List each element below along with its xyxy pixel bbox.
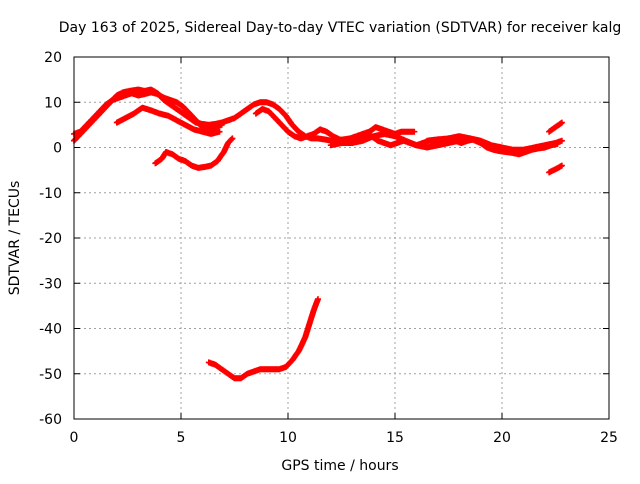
y-tick-label: -30: [39, 276, 62, 292]
x-tick-label: 15: [386, 430, 404, 446]
data-point: [218, 121, 225, 128]
axis-ticks: 0 5 10 15 20 25 -60 -50 -40 -30 -20 -10 0 10 20: [39, 50, 618, 446]
data-series-arc-5: [205, 296, 321, 382]
data-point: [558, 119, 565, 126]
y-tick-label: -20: [39, 231, 62, 247]
data-point: [216, 128, 223, 135]
y-axis-label: SDTVAR / TECUs: [7, 181, 23, 296]
data-point: [315, 296, 321, 303]
data-point: [558, 162, 565, 169]
data-point: [411, 128, 418, 135]
data-series-arc-4: [152, 135, 236, 171]
data-point: [558, 137, 565, 144]
x-tick-label: 0: [70, 430, 79, 446]
y-tick-label: -60: [39, 412, 62, 428]
data-series-arc-10: [546, 162, 565, 176]
y-tick-label: 20: [44, 50, 62, 66]
y-tick-label: -10: [39, 186, 62, 202]
data-point: [229, 135, 236, 142]
data-series: [71, 86, 565, 382]
x-axis-label: GPS time / hours: [281, 458, 398, 474]
data-series-arc-8: [424, 133, 561, 158]
data-series-arc-3: [113, 104, 223, 137]
x-tick-label: 25: [600, 430, 618, 446]
data-series-arc-9: [546, 119, 565, 135]
data-series-arc-2: [71, 89, 225, 137]
y-tick-label: 10: [44, 95, 62, 111]
x-tick-label: 5: [177, 430, 186, 446]
y-tick-label: -40: [39, 322, 62, 338]
y-tick-label: -50: [39, 367, 62, 383]
x-tick-label: 20: [493, 430, 511, 446]
x-tick-label: 10: [279, 430, 297, 446]
chart-title: Day 163 of 2025, Sidereal Day-to-day VTE…: [59, 20, 621, 36]
data-point: [554, 140, 561, 147]
y-tick-label: 0: [53, 141, 62, 157]
